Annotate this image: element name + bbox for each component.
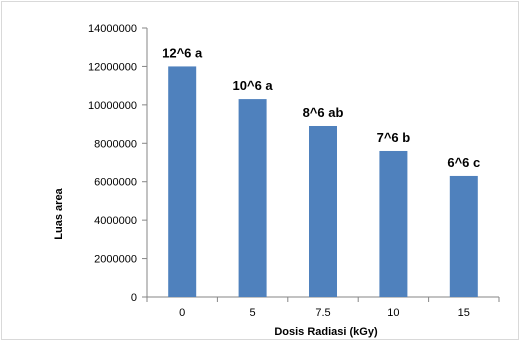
x-tick-label: 7.5 [315,307,330,319]
data-labels: 12^6 a 10^6 a 8^6 ab 7^6 b 6^6 c [162,45,480,170]
x-tick-label: 0 [179,307,185,319]
data-label: 7^6 b [377,130,411,145]
y-tick-label: 8000000 [94,138,137,150]
x-tick-label: 15 [458,307,470,319]
data-label: 8^6 ab [303,105,344,120]
y-tick-label: 4000000 [94,215,137,227]
x-tick-label: 10 [387,307,399,319]
x-axis: 0 5 7.5 10 15 [146,296,500,319]
y-tick-label: 12000000 [88,61,137,73]
y-tick-label: 14000000 [88,23,137,35]
data-label: 6^6 c [447,155,480,170]
y-tick-label: 0 [131,292,137,304]
y-axis-title: Luas area [53,187,65,239]
x-tick-label: 5 [250,307,256,319]
bar [238,99,267,297]
y-axis: 0 2000000 4000000 6000000 8000000 10000000 120… [88,23,148,304]
y-tick-label: 6000000 [94,177,137,189]
bar [309,125,337,297]
y-tick-label: 2000000 [94,254,137,266]
data-label: 10^6 a [233,78,274,93]
y-tick-label: 10000000 [88,100,137,112]
bar [379,150,408,297]
bar [168,66,197,297]
x-axis-title: Dosis Radiasi (kGy) [274,326,378,338]
bars [168,66,478,297]
data-label: 12^6 a [162,45,203,60]
bar [449,175,478,297]
